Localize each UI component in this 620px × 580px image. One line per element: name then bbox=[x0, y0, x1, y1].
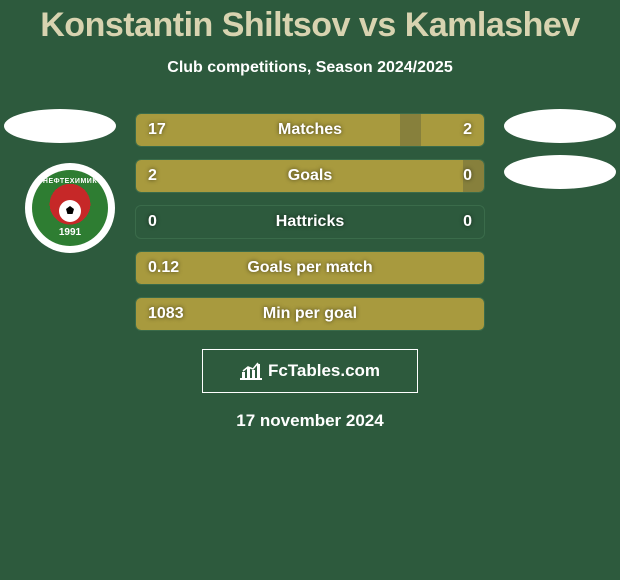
bar-fill-middle bbox=[400, 114, 421, 146]
club-badge-text: НЕФТЕХИМИК bbox=[43, 178, 97, 185]
stat-left-value: 2 bbox=[148, 167, 157, 185]
stat-left-value: 1083 bbox=[148, 305, 184, 323]
stat-label: Goals per match bbox=[247, 259, 372, 277]
stat-bars: 17 Matches 2 2 Goals 0 0 Hattricks 0 bbox=[135, 113, 485, 331]
stat-bar-goals-per-match: 0.12 Goals per match bbox=[135, 251, 485, 285]
stat-bar-matches: 17 Matches 2 bbox=[135, 113, 485, 147]
stat-bar-hattricks: 0 Hattricks 0 bbox=[135, 205, 485, 239]
bar-fill-right bbox=[421, 114, 484, 146]
footer-brand-box[interactable]: FcTables.com bbox=[202, 349, 418, 393]
stat-label: Matches bbox=[278, 121, 342, 139]
stat-right-value: 2 bbox=[463, 121, 472, 139]
footer-brand-text: FcTables.com bbox=[268, 361, 380, 381]
stat-left-value: 0.12 bbox=[148, 259, 179, 277]
player-right-avatar-1 bbox=[504, 109, 616, 143]
bar-fill-left bbox=[136, 114, 400, 146]
stat-right-value: 0 bbox=[463, 167, 472, 185]
soccer-ball-icon bbox=[59, 200, 81, 222]
comparison-widget: Konstantin Shiltsov vs Kamlashev Club co… bbox=[0, 0, 620, 431]
stat-left-value: 17 bbox=[148, 121, 166, 139]
stats-area: НЕФТЕХИМИК 1991 17 Matches 2 2 Goals 0 bbox=[0, 113, 620, 431]
club-badge: НЕФТЕХИМИК 1991 bbox=[25, 163, 115, 253]
page-title: Konstantin Shiltsov vs Kamlashev bbox=[0, 0, 620, 45]
subtitle: Club competitions, Season 2024/2025 bbox=[0, 59, 620, 77]
stat-label: Goals bbox=[288, 167, 332, 185]
player-right-avatar-2 bbox=[504, 155, 616, 189]
stat-left-value: 0 bbox=[148, 213, 157, 231]
player-left-avatar bbox=[4, 109, 116, 143]
stat-right-value: 0 bbox=[463, 213, 472, 231]
stat-bar-goals: 2 Goals 0 bbox=[135, 159, 485, 193]
club-badge-year: 1991 bbox=[59, 227, 81, 238]
date-label: 17 november 2024 bbox=[0, 411, 620, 431]
stat-label: Hattricks bbox=[276, 213, 344, 231]
stat-label: Min per goal bbox=[263, 305, 357, 323]
bar-chart-icon bbox=[240, 362, 262, 380]
stat-bar-min-per-goal: 1083 Min per goal bbox=[135, 297, 485, 331]
club-badge-inner: НЕФТЕХИМИК 1991 bbox=[32, 170, 108, 246]
